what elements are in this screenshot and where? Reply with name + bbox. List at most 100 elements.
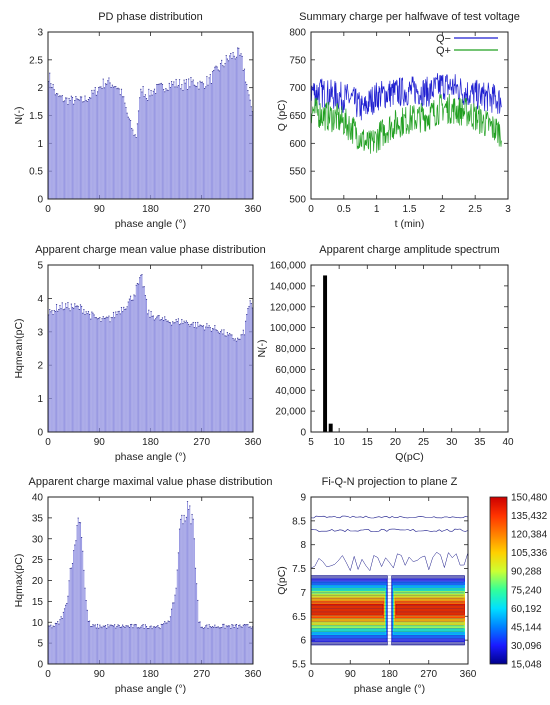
x-tick-label: 180	[142, 437, 159, 448]
contour-band	[310, 603, 384, 615]
contour-bands	[310, 515, 469, 646]
x-tick-label: 360	[245, 669, 262, 680]
bar-series	[47, 47, 254, 199]
chart-title-3: Apparent charge amplitude spectrum	[319, 244, 499, 256]
y-tick-label: 60,000	[275, 365, 306, 376]
x-tick-label: 360	[245, 437, 262, 448]
x-tick-label: 3	[505, 204, 511, 215]
y-tick-label: 0	[300, 428, 306, 439]
y-tick-label: 20	[32, 576, 44, 587]
x-tick-label: 25	[418, 437, 430, 448]
y-axis-label: Q(pC)	[276, 566, 288, 595]
series-line	[310, 73, 502, 121]
x-tick-label: 180	[381, 669, 398, 680]
x-tick-label: 0	[308, 669, 314, 680]
y-tick-label: 0	[37, 195, 43, 206]
bar-series	[323, 275, 333, 432]
y-axis-label: Hqmean(pC)	[13, 318, 25, 378]
x-tick-label: 0.5	[337, 204, 351, 215]
y-axis-label: N(-)	[256, 339, 268, 357]
x-tick-label: 40	[502, 437, 514, 448]
x-tick-label: 270	[193, 204, 210, 215]
legend-label: Q−	[436, 33, 451, 45]
x-axis-label: phase angle (°)	[115, 451, 186, 463]
bar-series	[47, 274, 254, 432]
y-tick-label: 1.5	[29, 111, 43, 122]
chart-title-0: PD phase distribution	[98, 11, 203, 23]
colorbar-tick-label: 45,144	[511, 622, 542, 633]
y-tick-label: 1	[37, 139, 43, 150]
y-tick-label: 0	[37, 660, 43, 671]
colorbar-tick-label: 135,432	[511, 511, 548, 522]
y-tick-label: 800	[289, 28, 306, 39]
x-tick-label: 10	[334, 437, 346, 448]
contour-line	[310, 551, 469, 572]
x-tick-label: 30	[446, 437, 458, 448]
y-tick-label: 5	[37, 639, 43, 650]
bar	[323, 275, 328, 432]
y-tick-label: 9	[300, 493, 306, 504]
colorbar-tick-label: 15,048	[511, 660, 542, 671]
plot-frame	[47, 264, 254, 433]
y-tick-label: 100,000	[270, 323, 307, 334]
plot-frame	[47, 31, 254, 200]
series-line	[310, 93, 502, 154]
colorbar-tick-label: 75,240	[511, 585, 542, 596]
y-tick-label: 6.5	[292, 612, 306, 623]
x-tick-label: 0	[45, 204, 51, 215]
y-tick-label: 2.5	[29, 55, 43, 66]
plot-frame	[310, 264, 509, 433]
y-tick-label: 2	[37, 83, 43, 94]
x-tick-label: 1	[374, 204, 380, 215]
y-tick-label: 20,000	[275, 407, 306, 418]
y-tick-label: 700	[289, 83, 306, 94]
x-tick-label: 90	[345, 669, 357, 680]
contour-band	[395, 603, 465, 615]
bar-series	[47, 501, 254, 664]
y-tick-label: 35	[32, 513, 44, 524]
y-tick-label: 550	[289, 167, 306, 178]
x-axis-label: phase angle (°)	[354, 683, 425, 695]
x-tick-label: 90	[94, 204, 106, 215]
plot-frame	[310, 31, 509, 200]
y-tick-label: 6	[300, 636, 306, 647]
plot-frame	[310, 496, 469, 665]
colorbar-tick-label: 150,480	[511, 493, 548, 504]
x-tick-label: 270	[193, 669, 210, 680]
y-tick-label: 2	[37, 361, 43, 372]
y-tick-label: 140,000	[270, 281, 307, 292]
y-tick-label: 30	[32, 534, 44, 545]
y-tick-label: 4	[37, 294, 43, 305]
x-axis-label: Q(pC)	[395, 451, 424, 463]
y-tick-label: 120,000	[270, 302, 307, 313]
x-tick-label: 180	[142, 669, 159, 680]
x-tick-label: 90	[94, 669, 106, 680]
chart-title-2: Apparent charge mean value phase distrib…	[35, 244, 266, 256]
y-tick-label: 650	[289, 111, 306, 122]
plot-frame	[47, 496, 254, 665]
x-tick-label: 2.5	[468, 204, 482, 215]
y-tick-label: 7	[300, 588, 306, 599]
x-tick-label: 1.5	[403, 204, 417, 215]
x-tick-label: 15	[362, 437, 374, 448]
chart-title-4: Apparent charge maximal value phase dist…	[29, 476, 273, 488]
y-tick-label: 5.5	[292, 660, 306, 671]
x-tick-label: 90	[94, 437, 106, 448]
x-tick-label: 360	[245, 204, 262, 215]
y-tick-label: 0	[37, 428, 43, 439]
y-tick-label: 10	[32, 618, 44, 629]
y-axis-label: Hqmax(pC)	[13, 554, 25, 608]
colorbar-tick-label: 105,336	[511, 548, 548, 559]
chart-title-1: Summary charge per halfwave of test volt…	[299, 11, 520, 23]
y-axis-label: N(-)	[13, 106, 25, 124]
bar	[328, 423, 333, 432]
x-axis-label: phase angle (°)	[115, 218, 186, 230]
y-tick-label: 1	[37, 394, 43, 405]
contour-line	[310, 528, 469, 533]
legend-label: Q+	[436, 45, 451, 57]
y-tick-label: 7.5	[292, 564, 306, 575]
y-tick-label: 3	[37, 28, 43, 39]
x-tick-label: 270	[193, 437, 210, 448]
x-axis-label: t (min)	[395, 218, 425, 230]
